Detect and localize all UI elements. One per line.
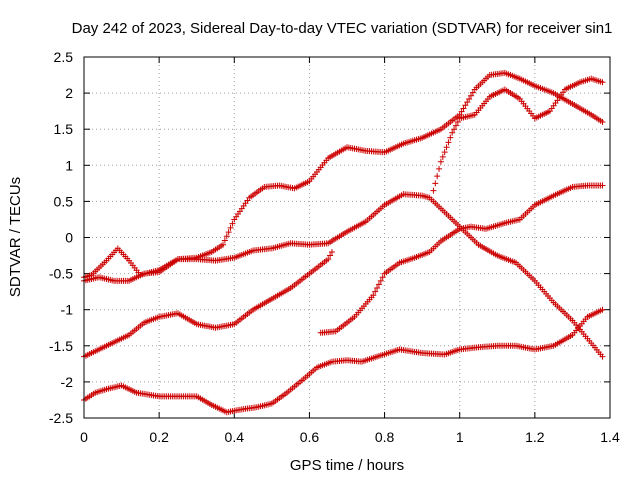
x-tick-label: 0.6 — [300, 429, 320, 445]
y-tick-label: 1.5 — [54, 121, 74, 137]
y-tick-label: 2.5 — [54, 49, 74, 65]
data-point — [437, 158, 444, 165]
data-point — [599, 118, 606, 125]
data-point — [227, 224, 234, 231]
data-point — [374, 285, 381, 292]
y-tick-label: -2.5 — [49, 410, 73, 426]
x-axis-label: GPS time / hours — [290, 457, 404, 474]
series-satellite-5 — [81, 306, 606, 416]
x-tick-label: 0.8 — [375, 429, 395, 445]
y-tick-label: -2 — [61, 374, 74, 390]
data-point — [454, 118, 461, 125]
data-point — [372, 288, 379, 295]
data-point — [599, 353, 606, 360]
data-point — [229, 220, 236, 227]
data-point — [467, 92, 474, 99]
data-point — [220, 241, 227, 248]
series-satellite-6 — [430, 75, 606, 194]
data-point — [599, 79, 606, 86]
plot-frame — [83, 56, 611, 419]
x-tick-label: 1.2 — [525, 429, 545, 445]
y-tick-labels: -2.5 -2 -1.5 -1 -0.5 0 0.5 1 1.5 2 2.5 — [49, 49, 73, 426]
data-point — [430, 187, 437, 194]
data-point — [449, 129, 456, 136]
data-point — [441, 149, 448, 156]
data-point — [464, 99, 471, 106]
x-tick-label: 0 — [80, 429, 88, 445]
data-point — [328, 248, 335, 255]
data-point — [469, 89, 476, 96]
data-point — [225, 229, 232, 236]
y-tick-label: -1 — [61, 302, 74, 318]
data-point — [452, 122, 459, 129]
data-point — [599, 306, 606, 313]
data-point — [458, 108, 465, 115]
data-point — [325, 256, 332, 263]
data-point — [443, 144, 450, 151]
x-tick-label: 1.4 — [600, 429, 620, 445]
data-point — [327, 252, 334, 259]
data-point — [370, 292, 377, 299]
x-tick-labels: 0 0.2 0.4 0.6 0.8 1 1.2 1.4 — [80, 429, 620, 445]
data-point — [221, 237, 228, 244]
y-tick-label: 1 — [65, 157, 73, 173]
data-point — [445, 139, 452, 146]
series-satellite-3 — [81, 248, 335, 360]
data-point — [375, 281, 382, 288]
y-tick-label: 0 — [65, 230, 73, 246]
series-satellite-4 — [317, 182, 606, 336]
data-point — [599, 182, 606, 189]
data-point — [377, 277, 384, 284]
data-point — [466, 95, 473, 102]
series-satellite-2 — [81, 191, 606, 360]
y-tick-label: 0.5 — [54, 193, 74, 209]
data-point — [460, 105, 467, 112]
chart-title: Day 242 of 2023, Sidereal Day-to-day VTE… — [72, 20, 613, 37]
series-layer — [81, 69, 606, 416]
x-tick-label: 0.4 — [225, 429, 245, 445]
data-point — [462, 102, 469, 109]
data-point — [223, 233, 230, 240]
x-tick-label: 0.2 — [149, 429, 169, 445]
x-tick-label: 1 — [456, 429, 464, 445]
y-tick-label: -1.5 — [49, 338, 73, 354]
y-axis-label: SDTVAR / TECUs — [7, 177, 24, 297]
data-point — [432, 180, 439, 187]
y-tick-label: 2 — [65, 85, 73, 101]
data-point — [439, 153, 446, 160]
data-point — [447, 134, 454, 141]
y-tick-label: -0.5 — [49, 266, 73, 282]
data-point — [379, 274, 386, 281]
data-point — [434, 173, 441, 180]
data-point — [451, 126, 458, 133]
data-point — [436, 165, 443, 172]
